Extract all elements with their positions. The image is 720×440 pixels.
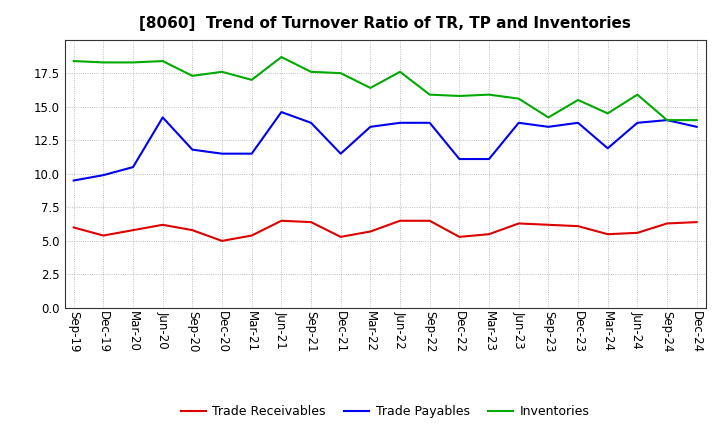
Trade Receivables [248, 233, 256, 238]
Inventories [514, 96, 523, 101]
Trade Payables [366, 124, 374, 129]
Trade Payables [544, 124, 553, 129]
Trade Payables [248, 151, 256, 156]
Trade Payables [158, 115, 167, 120]
Inventories [188, 73, 197, 78]
Inventories [69, 59, 78, 64]
Inventories [307, 69, 315, 74]
Trade Payables [574, 120, 582, 125]
Inventories [158, 59, 167, 64]
Trade Receivables [366, 229, 374, 234]
Inventories [544, 115, 553, 120]
Trade Receivables [633, 230, 642, 235]
Trade Receivables [662, 221, 671, 226]
Inventories [99, 60, 108, 65]
Trade Receivables [574, 224, 582, 229]
Inventories [129, 60, 138, 65]
Trade Receivables [514, 221, 523, 226]
Trade Payables [485, 156, 493, 161]
Trade Receivables [307, 220, 315, 225]
Trade Payables [217, 151, 226, 156]
Inventories [574, 97, 582, 103]
Trade Receivables [693, 220, 701, 225]
Line: Trade Payables: Trade Payables [73, 112, 697, 180]
Inventories [277, 55, 286, 60]
Inventories [455, 93, 464, 99]
Inventories [336, 70, 345, 76]
Trade Payables [69, 178, 78, 183]
Inventories [662, 117, 671, 123]
Trade Payables [396, 120, 405, 125]
Trade Receivables [485, 231, 493, 237]
Trade Receivables [396, 218, 405, 224]
Inventories [248, 77, 256, 82]
Trade Receivables [158, 222, 167, 227]
Trade Receivables [69, 225, 78, 230]
Inventories [603, 111, 612, 116]
Trade Payables [129, 165, 138, 170]
Inventories [426, 92, 434, 97]
Trade Receivables [544, 222, 553, 227]
Legend: Trade Receivables, Trade Payables, Inventories: Trade Receivables, Trade Payables, Inven… [176, 400, 595, 423]
Inventories [485, 92, 493, 97]
Trade Receivables [188, 227, 197, 233]
Trade Receivables [603, 231, 612, 237]
Trade Receivables [455, 234, 464, 239]
Trade Payables [603, 146, 612, 151]
Title: [8060]  Trend of Turnover Ratio of TR, TP and Inventories: [8060] Trend of Turnover Ratio of TR, TP… [139, 16, 631, 32]
Trade Payables [336, 151, 345, 156]
Trade Receivables [426, 218, 434, 224]
Trade Receivables [336, 234, 345, 239]
Trade Payables [455, 156, 464, 161]
Trade Payables [514, 120, 523, 125]
Inventories [217, 69, 226, 74]
Trade Receivables [277, 218, 286, 224]
Trade Receivables [129, 227, 138, 233]
Trade Receivables [99, 233, 108, 238]
Trade Payables [693, 124, 701, 129]
Line: Trade Receivables: Trade Receivables [73, 221, 697, 241]
Trade Payables [307, 120, 315, 125]
Trade Payables [277, 110, 286, 115]
Trade Payables [99, 172, 108, 178]
Line: Inventories: Inventories [73, 57, 697, 120]
Trade Payables [188, 147, 197, 152]
Inventories [396, 69, 405, 74]
Trade Receivables [217, 238, 226, 244]
Trade Payables [426, 120, 434, 125]
Trade Payables [662, 117, 671, 123]
Trade Payables [633, 120, 642, 125]
Inventories [366, 85, 374, 91]
Inventories [693, 117, 701, 123]
Inventories [633, 92, 642, 97]
